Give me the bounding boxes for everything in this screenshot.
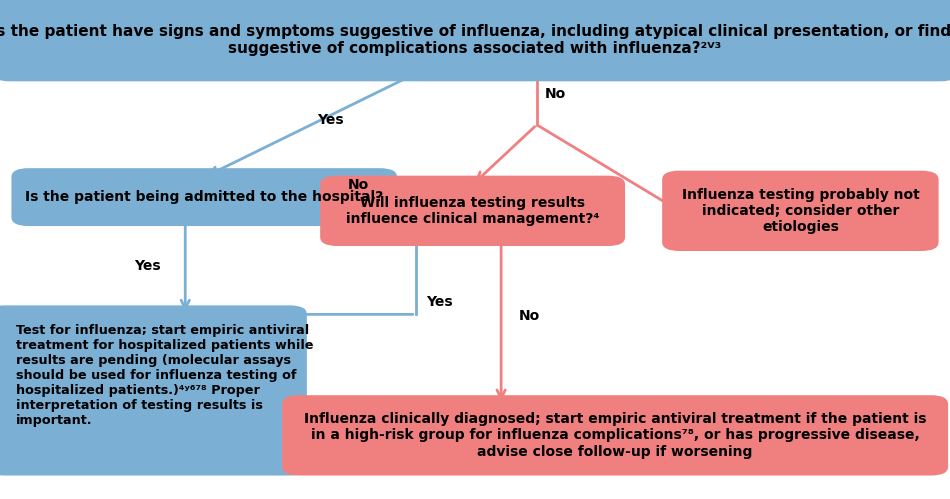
FancyBboxPatch shape xyxy=(662,171,939,251)
Text: Yes: Yes xyxy=(134,258,161,273)
FancyBboxPatch shape xyxy=(0,305,307,476)
Text: Is the patient being admitted to the hospital?: Is the patient being admitted to the hos… xyxy=(25,190,384,204)
Text: Influenza testing probably not
indicated; consider other
etiologies: Influenza testing probably not indicated… xyxy=(681,188,920,234)
Text: Influenza clinically diagnosed; start empiric antiviral treatment if the patient: Influenza clinically diagnosed; start em… xyxy=(304,412,926,459)
Text: Yes: Yes xyxy=(316,113,344,127)
FancyBboxPatch shape xyxy=(320,176,625,246)
Text: Will influenza testing results
influence clinical management?⁴: Will influenza testing results influence… xyxy=(346,196,599,226)
Text: Does the patient have signs and symptoms suggestive of influenza, including atyp: Does the patient have signs and symptoms… xyxy=(0,24,950,56)
FancyBboxPatch shape xyxy=(11,168,397,226)
Text: No: No xyxy=(348,178,370,192)
Text: Test for influenza; start empiric antiviral
treatment for hospitalized patients : Test for influenza; start empiric antivi… xyxy=(16,324,314,427)
FancyBboxPatch shape xyxy=(0,0,950,81)
Text: No: No xyxy=(545,86,566,101)
Text: No: No xyxy=(519,308,541,323)
Text: Yes: Yes xyxy=(426,295,453,309)
FancyBboxPatch shape xyxy=(282,395,948,476)
